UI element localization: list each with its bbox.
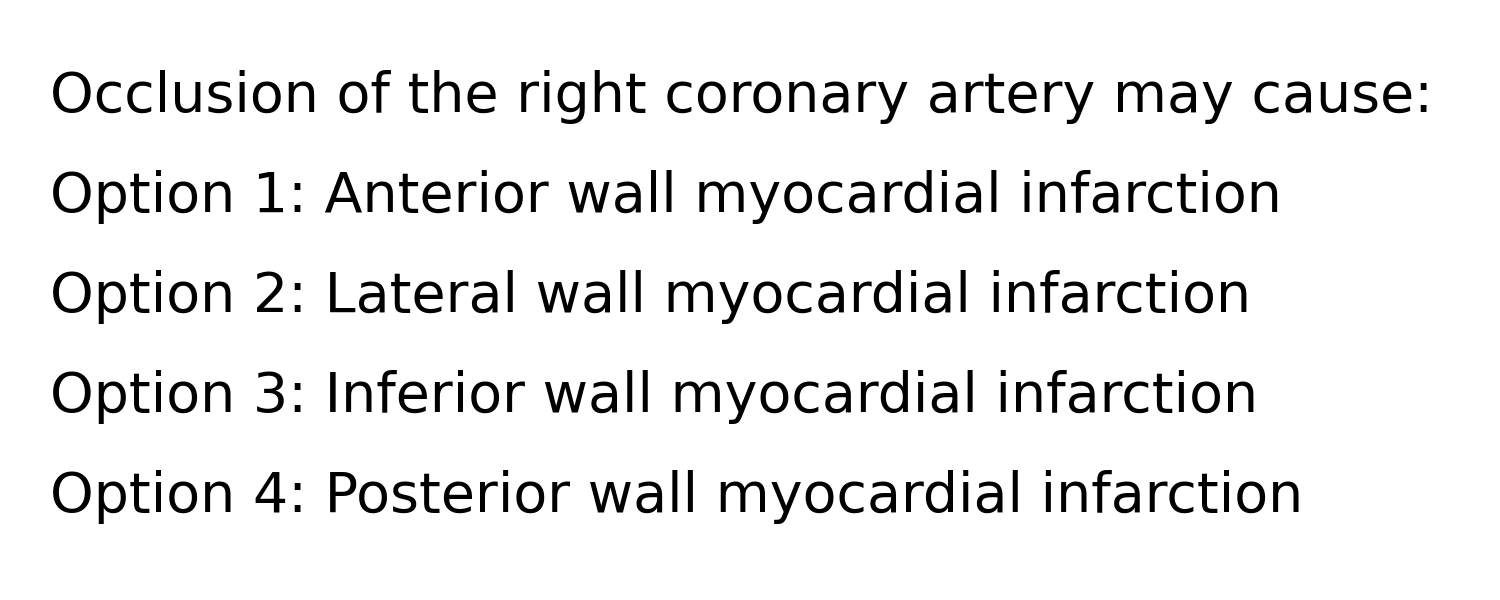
Text: Option 1: Anterior wall myocardial infarction: Option 1: Anterior wall myocardial infar… xyxy=(50,170,1282,224)
Text: Occlusion of the right coronary artery may cause:: Occlusion of the right coronary artery m… xyxy=(50,70,1432,124)
Text: Option 4: Posterior wall myocardial infarction: Option 4: Posterior wall myocardial infa… xyxy=(50,470,1304,524)
Text: Option 2: Lateral wall myocardial infarction: Option 2: Lateral wall myocardial infarc… xyxy=(50,270,1251,324)
Text: Option 3: Inferior wall myocardial infarction: Option 3: Inferior wall myocardial infar… xyxy=(50,370,1258,424)
